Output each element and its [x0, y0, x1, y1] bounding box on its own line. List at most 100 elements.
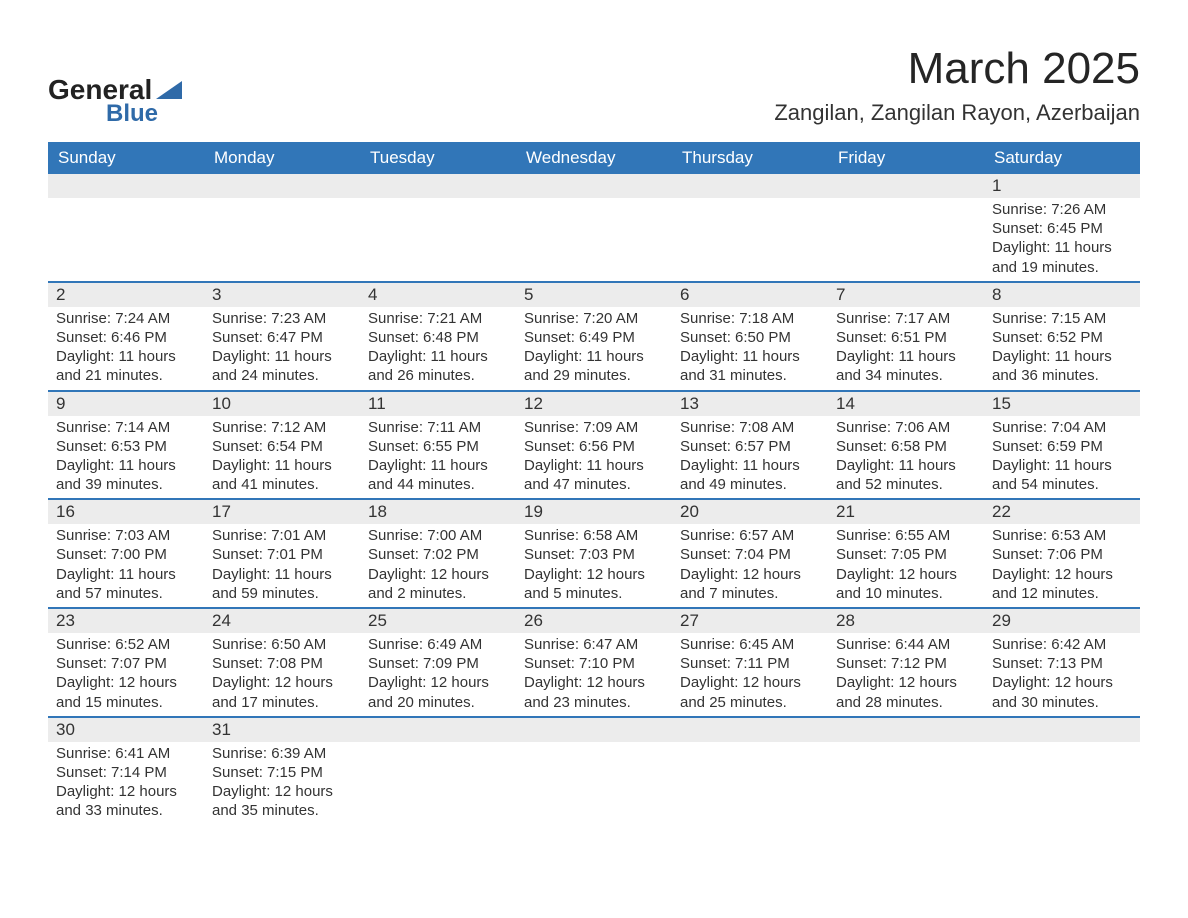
calendar-cell: 22Sunrise: 6:53 AMSunset: 7:06 PMDayligh…	[984, 499, 1140, 608]
day-sunset: Sunset: 6:50 PM	[680, 328, 820, 347]
day-content: Sunrise: 7:12 AMSunset: 6:54 PMDaylight:…	[204, 416, 360, 499]
day-sunrise: Sunrise: 7:26 AM	[992, 200, 1132, 219]
day-daylight2: and 59 minutes.	[212, 584, 352, 603]
calendar-cell: 6Sunrise: 7:18 AMSunset: 6:50 PMDaylight…	[672, 282, 828, 391]
day-daylight2: and 2 minutes.	[368, 584, 508, 603]
day-content	[516, 742, 672, 748]
calendar-week-row: 23Sunrise: 6:52 AMSunset: 7:07 PMDayligh…	[48, 608, 1140, 717]
calendar-cell: 18Sunrise: 7:00 AMSunset: 7:02 PMDayligh…	[360, 499, 516, 608]
day-number: 18	[360, 500, 516, 524]
day-daylight1: Daylight: 11 hours	[368, 347, 508, 366]
day-sunrise: Sunrise: 6:45 AM	[680, 635, 820, 654]
day-sunset: Sunset: 7:05 PM	[836, 545, 976, 564]
calendar-cell: 8Sunrise: 7:15 AMSunset: 6:52 PMDaylight…	[984, 282, 1140, 391]
day-content: Sunrise: 6:49 AMSunset: 7:09 PMDaylight:…	[360, 633, 516, 716]
day-daylight2: and 20 minutes.	[368, 693, 508, 712]
empty-day-band	[516, 718, 672, 742]
day-content: Sunrise: 6:53 AMSunset: 7:06 PMDaylight:…	[984, 524, 1140, 607]
day-daylight1: Daylight: 12 hours	[212, 782, 352, 801]
title-block: March 2025 Zangilan, Zangilan Rayon, Aze…	[774, 44, 1140, 136]
day-daylight1: Daylight: 11 hours	[56, 347, 196, 366]
day-sunrise: Sunrise: 7:08 AM	[680, 418, 820, 437]
day-sunset: Sunset: 6:58 PM	[836, 437, 976, 456]
day-sunset: Sunset: 6:48 PM	[368, 328, 508, 347]
day-daylight1: Daylight: 11 hours	[836, 456, 976, 475]
day-header: Saturday	[984, 142, 1140, 174]
day-sunset: Sunset: 6:52 PM	[992, 328, 1132, 347]
day-number: 5	[516, 283, 672, 307]
day-sunset: Sunset: 7:10 PM	[524, 654, 664, 673]
empty-day-band	[672, 174, 828, 198]
day-sunrise: Sunrise: 6:57 AM	[680, 526, 820, 545]
day-number: 23	[48, 609, 204, 633]
day-sunrise: Sunrise: 7:09 AM	[524, 418, 664, 437]
day-content: Sunrise: 6:52 AMSunset: 7:07 PMDaylight:…	[48, 633, 204, 716]
day-content: Sunrise: 6:58 AMSunset: 7:03 PMDaylight:…	[516, 524, 672, 607]
calendar-cell: 15Sunrise: 7:04 AMSunset: 6:59 PMDayligh…	[984, 391, 1140, 500]
header: General Blue March 2025 Zangilan, Zangil…	[48, 44, 1140, 136]
day-daylight2: and 23 minutes.	[524, 693, 664, 712]
day-sunrise: Sunrise: 6:58 AM	[524, 526, 664, 545]
calendar-cell	[828, 717, 984, 825]
calendar-cell: 19Sunrise: 6:58 AMSunset: 7:03 PMDayligh…	[516, 499, 672, 608]
day-number: 3	[204, 283, 360, 307]
calendar-week-row: 16Sunrise: 7:03 AMSunset: 7:00 PMDayligh…	[48, 499, 1140, 608]
day-number: 22	[984, 500, 1140, 524]
day-content: Sunrise: 6:44 AMSunset: 7:12 PMDaylight:…	[828, 633, 984, 716]
day-daylight2: and 33 minutes.	[56, 801, 196, 820]
day-sunset: Sunset: 6:54 PM	[212, 437, 352, 456]
day-content: Sunrise: 6:39 AMSunset: 7:15 PMDaylight:…	[204, 742, 360, 825]
calendar-cell: 27Sunrise: 6:45 AMSunset: 7:11 PMDayligh…	[672, 608, 828, 717]
day-number: 16	[48, 500, 204, 524]
day-daylight1: Daylight: 12 hours	[368, 673, 508, 692]
day-number: 9	[48, 392, 204, 416]
day-content	[672, 198, 828, 204]
calendar-week-row: 2Sunrise: 7:24 AMSunset: 6:46 PMDaylight…	[48, 282, 1140, 391]
calendar-cell: 4Sunrise: 7:21 AMSunset: 6:48 PMDaylight…	[360, 282, 516, 391]
calendar-cell: 5Sunrise: 7:20 AMSunset: 6:49 PMDaylight…	[516, 282, 672, 391]
calendar-cell: 7Sunrise: 7:17 AMSunset: 6:51 PMDaylight…	[828, 282, 984, 391]
day-daylight2: and 54 minutes.	[992, 475, 1132, 494]
day-number: 13	[672, 392, 828, 416]
day-number: 29	[984, 609, 1140, 633]
day-sunset: Sunset: 6:57 PM	[680, 437, 820, 456]
day-content: Sunrise: 7:09 AMSunset: 6:56 PMDaylight:…	[516, 416, 672, 499]
day-daylight2: and 35 minutes.	[212, 801, 352, 820]
day-sunrise: Sunrise: 6:55 AM	[836, 526, 976, 545]
calendar-week-row: 30Sunrise: 6:41 AMSunset: 7:14 PMDayligh…	[48, 717, 1140, 825]
day-content: Sunrise: 6:47 AMSunset: 7:10 PMDaylight:…	[516, 633, 672, 716]
calendar-week-row: 1Sunrise: 7:26 AMSunset: 6:45 PMDaylight…	[48, 174, 1140, 282]
day-daylight2: and 52 minutes.	[836, 475, 976, 494]
logo-triangle-icon	[156, 81, 182, 99]
day-content: Sunrise: 6:41 AMSunset: 7:14 PMDaylight:…	[48, 742, 204, 825]
calendar-cell: 11Sunrise: 7:11 AMSunset: 6:55 PMDayligh…	[360, 391, 516, 500]
day-sunrise: Sunrise: 7:03 AM	[56, 526, 196, 545]
day-sunrise: Sunrise: 7:06 AM	[836, 418, 976, 437]
day-sunrise: Sunrise: 7:21 AM	[368, 309, 508, 328]
day-daylight1: Daylight: 11 hours	[836, 347, 976, 366]
day-sunset: Sunset: 6:45 PM	[992, 219, 1132, 238]
calendar-cell: 21Sunrise: 6:55 AMSunset: 7:05 PMDayligh…	[828, 499, 984, 608]
empty-day-band	[672, 718, 828, 742]
day-daylight1: Daylight: 12 hours	[836, 673, 976, 692]
day-sunrise: Sunrise: 7:15 AM	[992, 309, 1132, 328]
day-daylight1: Daylight: 11 hours	[524, 456, 664, 475]
day-sunset: Sunset: 7:14 PM	[56, 763, 196, 782]
day-number: 7	[828, 283, 984, 307]
day-sunrise: Sunrise: 6:52 AM	[56, 635, 196, 654]
day-daylight2: and 47 minutes.	[524, 475, 664, 494]
day-daylight1: Daylight: 11 hours	[524, 347, 664, 366]
day-daylight2: and 10 minutes.	[836, 584, 976, 603]
day-content: Sunrise: 6:42 AMSunset: 7:13 PMDaylight:…	[984, 633, 1140, 716]
day-daylight1: Daylight: 11 hours	[56, 456, 196, 475]
day-sunrise: Sunrise: 6:42 AM	[992, 635, 1132, 654]
month-title: March 2025	[774, 44, 1140, 94]
day-daylight2: and 24 minutes.	[212, 366, 352, 385]
day-content: Sunrise: 7:20 AMSunset: 6:49 PMDaylight:…	[516, 307, 672, 390]
day-content: Sunrise: 7:24 AMSunset: 6:46 PMDaylight:…	[48, 307, 204, 390]
calendar-cell: 13Sunrise: 7:08 AMSunset: 6:57 PMDayligh…	[672, 391, 828, 500]
day-daylight2: and 26 minutes.	[368, 366, 508, 385]
calendar-cell: 29Sunrise: 6:42 AMSunset: 7:13 PMDayligh…	[984, 608, 1140, 717]
day-number: 12	[516, 392, 672, 416]
empty-day-band	[828, 718, 984, 742]
